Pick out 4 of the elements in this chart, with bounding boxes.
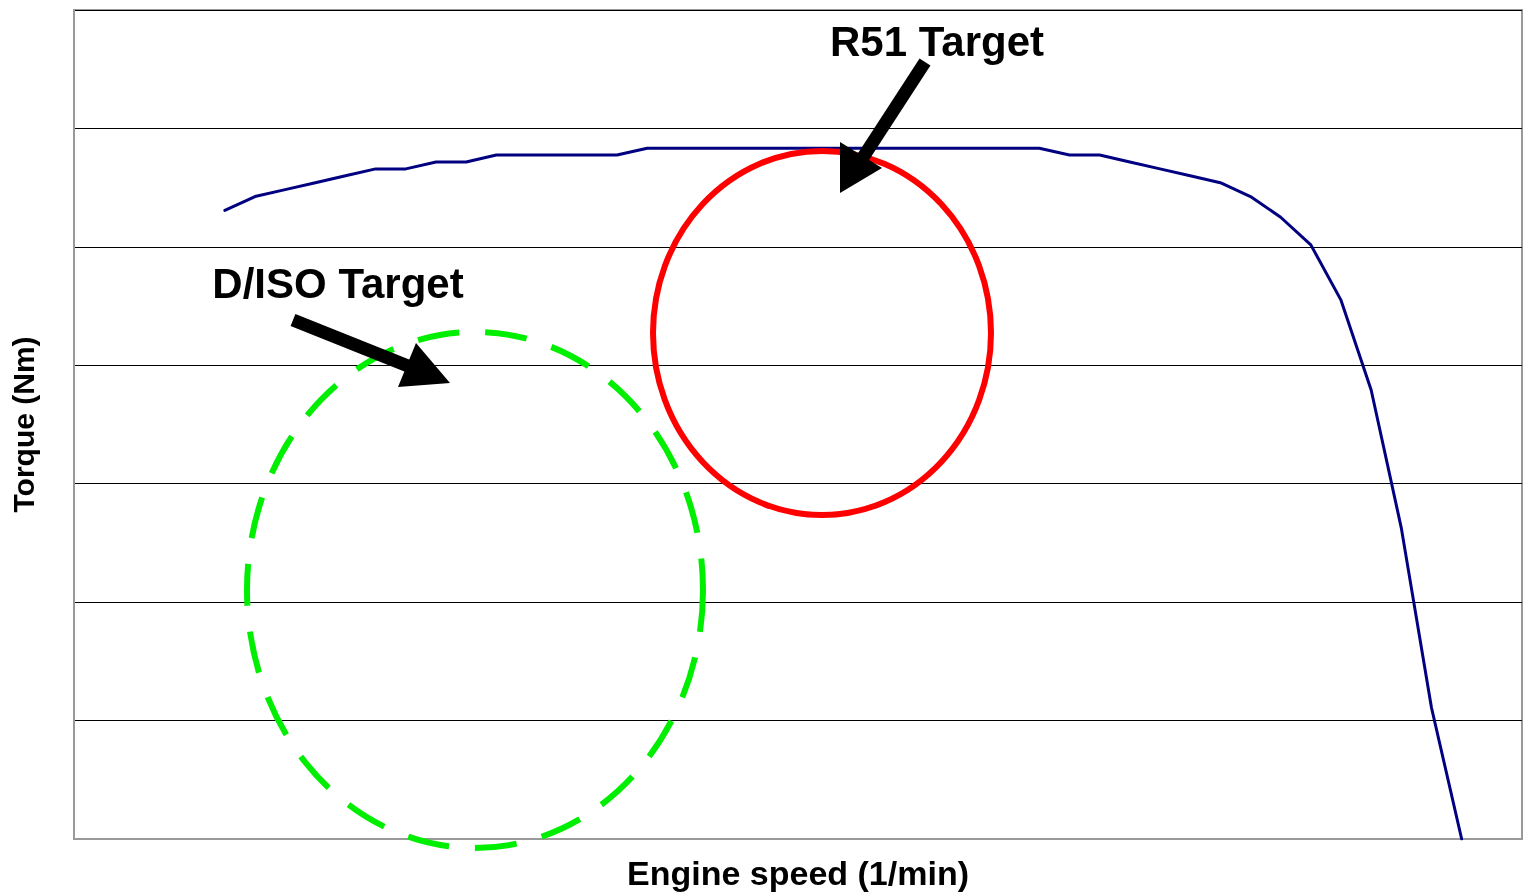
text: R51 Target xyxy=(830,18,1044,66)
y-axis-title: Torque (Nm) xyxy=(6,336,40,513)
annotation: D/ISO Target xyxy=(212,260,464,308)
x-axis-title: Engine speed (1/min) xyxy=(627,854,969,892)
